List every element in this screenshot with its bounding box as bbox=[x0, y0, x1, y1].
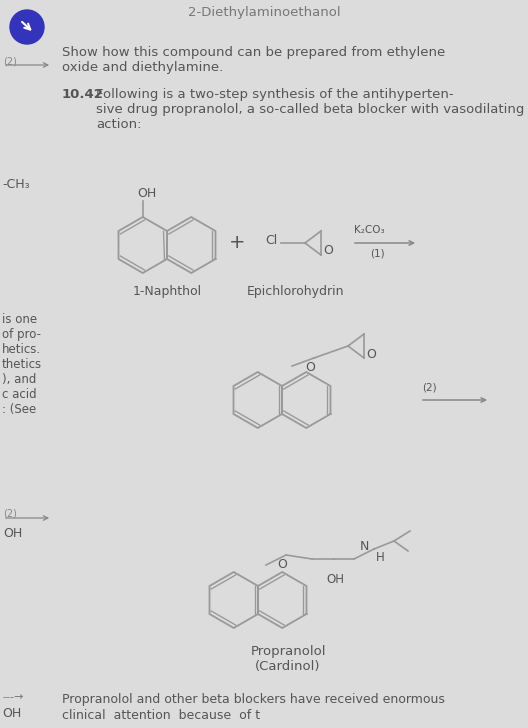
Text: (2): (2) bbox=[422, 382, 437, 392]
Text: K₂CO₃: K₂CO₃ bbox=[354, 225, 384, 235]
Text: (1): (1) bbox=[370, 249, 384, 259]
Text: 10.42: 10.42 bbox=[62, 88, 104, 101]
Text: O: O bbox=[277, 558, 287, 571]
Text: +: + bbox=[229, 234, 245, 253]
Text: OH: OH bbox=[137, 187, 156, 200]
Text: N: N bbox=[360, 540, 369, 553]
Text: 2-Diethylaminoethanol: 2-Diethylaminoethanol bbox=[187, 6, 341, 19]
Text: OH: OH bbox=[3, 527, 22, 540]
Text: Epichlorohydrin: Epichlorohydrin bbox=[246, 285, 344, 298]
Text: Propranolol
(Cardinol): Propranolol (Cardinol) bbox=[250, 645, 326, 673]
Text: Propranolol and other beta blockers have received enormous: Propranolol and other beta blockers have… bbox=[62, 693, 445, 706]
Text: Show how this compound can be prepared from ethylene
oxide and diethylamine.: Show how this compound can be prepared f… bbox=[62, 46, 445, 74]
Text: H: H bbox=[376, 551, 385, 564]
Text: (2): (2) bbox=[3, 508, 17, 518]
Text: -CH₃: -CH₃ bbox=[2, 178, 30, 191]
Text: Following is a two-step synthesis of the antihyperten-
sive drug propranolol, a : Following is a two-step synthesis of the… bbox=[96, 88, 524, 131]
Circle shape bbox=[10, 10, 44, 44]
Text: ---→: ---→ bbox=[2, 692, 23, 702]
Text: 1-Naphthol: 1-Naphthol bbox=[133, 285, 202, 298]
Text: (2): (2) bbox=[3, 56, 17, 66]
Text: OH: OH bbox=[2, 707, 21, 720]
Text: O: O bbox=[305, 361, 315, 374]
Text: Cl: Cl bbox=[265, 234, 277, 248]
Text: is one
of pro-
hetics.
thetics
), and
c acid
: (See: is one of pro- hetics. thetics ), and c … bbox=[2, 313, 42, 416]
Text: clinical  attention  because  of t: clinical attention because of t bbox=[62, 709, 260, 722]
Text: OH: OH bbox=[326, 573, 344, 586]
Text: O: O bbox=[323, 245, 333, 258]
Text: O: O bbox=[366, 347, 376, 360]
